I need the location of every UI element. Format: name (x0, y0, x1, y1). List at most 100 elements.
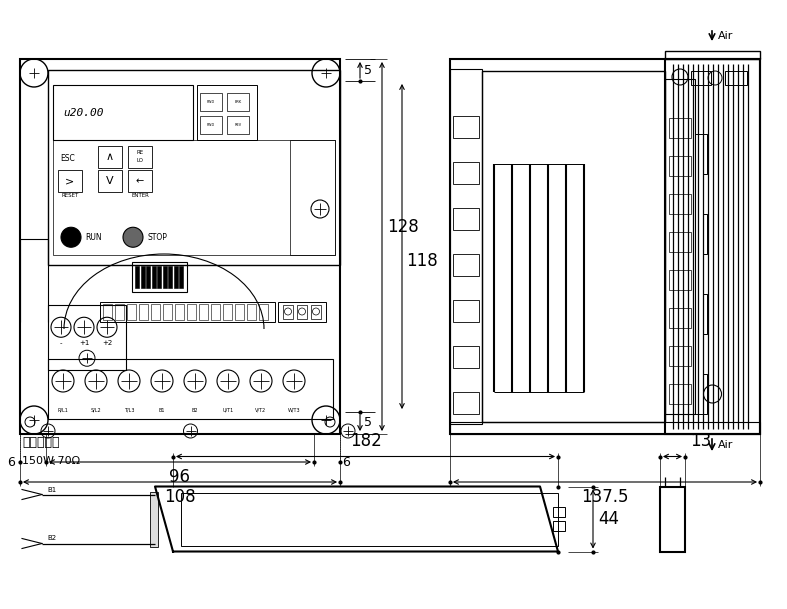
Bar (139, 303, 148, 320)
Text: ←: ← (136, 176, 144, 186)
Bar (669, 384, 691, 404)
Bar (453, 254, 479, 276)
Text: 182: 182 (349, 432, 382, 451)
Bar (53, 85, 193, 140)
Bar (141, 266, 145, 287)
Bar (660, 487, 685, 552)
Bar (482, 71, 665, 422)
Bar (132, 261, 187, 292)
Bar (453, 162, 479, 184)
Bar (553, 507, 565, 517)
Bar (48, 305, 126, 370)
Text: 5: 5 (364, 63, 372, 77)
Bar (665, 79, 695, 414)
Text: ESC: ESC (61, 153, 76, 163)
Bar (199, 303, 208, 320)
Bar (187, 303, 196, 320)
Text: FWD: FWD (207, 123, 215, 127)
Bar (669, 156, 691, 176)
Bar (297, 304, 307, 319)
Text: T/L3: T/L3 (124, 408, 135, 413)
Text: >: > (65, 176, 75, 186)
Text: Air: Air (718, 440, 733, 450)
Bar (58, 171, 82, 192)
Bar (725, 71, 747, 85)
Bar (453, 392, 479, 414)
Circle shape (123, 227, 143, 247)
Bar (223, 303, 232, 320)
Bar (669, 308, 691, 328)
Text: +1: +1 (79, 340, 89, 347)
Bar (98, 171, 122, 192)
Bar (157, 266, 161, 287)
Text: 108: 108 (164, 488, 196, 506)
Bar (168, 266, 172, 287)
Bar (453, 346, 479, 368)
Bar (98, 146, 122, 168)
Circle shape (61, 227, 81, 247)
Bar (53, 140, 335, 255)
Bar (100, 301, 275, 322)
Text: RESET: RESET (61, 193, 79, 198)
Text: W/T3: W/T3 (288, 408, 301, 413)
Bar (151, 303, 160, 320)
Text: 6: 6 (342, 456, 350, 468)
Text: B2: B2 (192, 408, 198, 413)
Bar (150, 491, 158, 546)
Bar (197, 85, 257, 140)
Text: 6: 6 (7, 456, 15, 468)
Bar (181, 493, 558, 546)
Bar (211, 303, 220, 320)
Text: ENTER: ENTER (131, 193, 149, 198)
Text: u20.00: u20.00 (63, 108, 104, 118)
Text: R/L1: R/L1 (57, 408, 68, 413)
Bar (200, 93, 222, 111)
Bar (173, 266, 178, 287)
Bar (179, 266, 183, 287)
Bar (135, 266, 139, 287)
Text: B1: B1 (47, 487, 56, 493)
Text: 137.5: 137.5 (582, 488, 629, 506)
Bar (163, 303, 172, 320)
Text: Air: Air (718, 31, 733, 41)
Text: STOP: STOP (147, 233, 167, 242)
Text: S/L2: S/L2 (91, 408, 102, 413)
Text: LO: LO (136, 158, 143, 163)
Text: V: V (106, 176, 114, 186)
Bar (691, 71, 711, 85)
Text: 13: 13 (690, 432, 711, 451)
Bar (175, 303, 184, 320)
Text: U/T1: U/T1 (223, 408, 234, 413)
Bar (553, 521, 565, 531)
Bar (283, 304, 293, 319)
Text: 制動抗抗器: 制動抗抗器 (22, 435, 60, 448)
Bar (20, 59, 340, 434)
Bar (259, 303, 268, 320)
Bar (669, 118, 691, 138)
Text: 150W 70Ω: 150W 70Ω (22, 457, 80, 466)
Bar (669, 232, 691, 252)
Text: REV: REV (235, 123, 242, 127)
Text: +2: +2 (102, 340, 112, 347)
Bar (128, 146, 152, 168)
Bar (665, 59, 760, 434)
Text: 118: 118 (406, 253, 438, 270)
Bar (48, 70, 340, 266)
Bar (247, 303, 256, 320)
Bar (115, 303, 124, 320)
Bar (669, 270, 691, 290)
Text: -: - (60, 340, 62, 347)
Bar (162, 266, 167, 287)
Text: 44: 44 (598, 510, 619, 528)
Bar (290, 140, 335, 255)
Bar (450, 69, 482, 424)
Text: RUN: RUN (85, 233, 102, 242)
Bar (200, 116, 222, 134)
Bar (146, 266, 150, 287)
Bar (227, 116, 249, 134)
Bar (450, 422, 760, 434)
Text: 96: 96 (169, 468, 190, 486)
Bar (227, 93, 249, 111)
Bar (48, 359, 333, 419)
Text: FWD: FWD (207, 100, 215, 104)
